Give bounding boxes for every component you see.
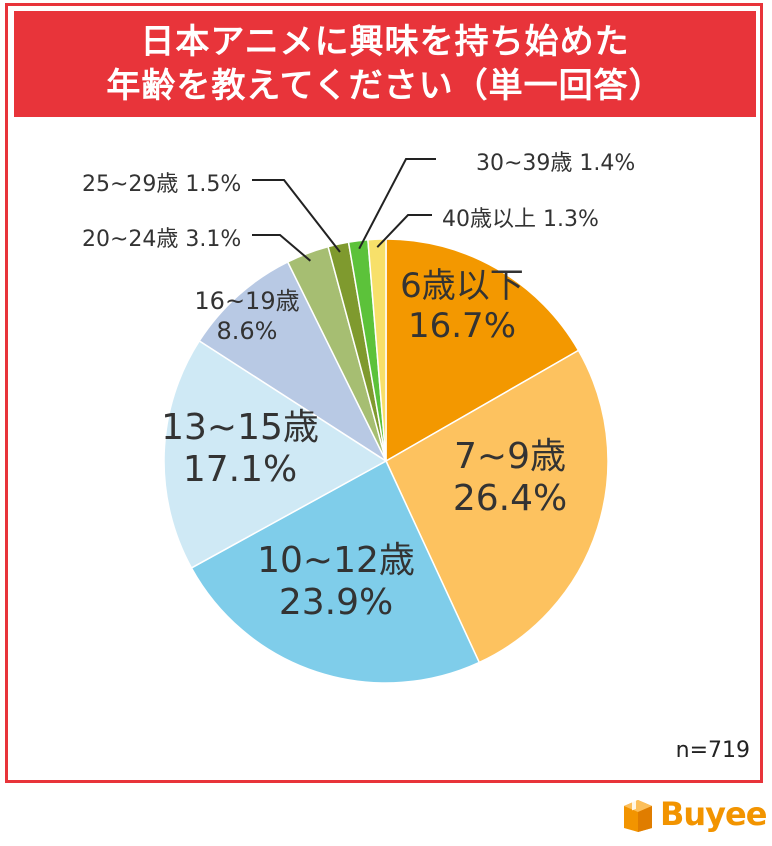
chart-title: 日本アニメに興味を持ち始めた 年齢を教えてください（単一回答）	[14, 11, 756, 117]
pie-slice	[198, 260, 388, 464]
brand-name: Buyee	[660, 795, 767, 833]
pie-slice	[385, 238, 580, 463]
brand-logo: Buyee	[622, 794, 767, 834]
slice-label: 20~24歳 3.1%	[82, 227, 241, 252]
sample-size-label: n=719	[675, 738, 750, 763]
slice-label: 30~39歳 1.4%	[476, 151, 635, 176]
buyee-box-icon	[624, 796, 652, 832]
slice-label: 25~29歳 1.5%	[82, 172, 241, 197]
slice-label: 7~9歳	[454, 436, 566, 477]
chart-title-line-1: 日本アニメに興味を持ち始めた	[140, 22, 630, 62]
pie-slice	[385, 349, 609, 664]
pie-slice	[190, 459, 481, 684]
slice-value-label: 23.9%	[279, 582, 393, 623]
slice-label: 6歳以下	[400, 266, 524, 306]
slice-label: 16~19歳	[194, 287, 299, 315]
leader-line	[252, 234, 312, 262]
chart-frame	[5, 3, 763, 783]
slice-value-label: 26.4%	[453, 478, 567, 519]
leader-line	[358, 158, 436, 250]
slice-label: 40歳以上 1.3%	[442, 207, 599, 232]
slice-label: 13~15歳	[161, 407, 319, 448]
pie-slice	[163, 339, 388, 569]
slice-value-label: 17.1%	[183, 449, 297, 490]
leader-line	[252, 179, 341, 253]
leader-line	[376, 214, 432, 248]
slice-value-label: 16.7%	[408, 306, 516, 346]
chart-title-line-2: 年齢を教えてください（単一回答）	[106, 66, 664, 106]
slice-label: 10~12歳	[257, 540, 415, 581]
slice-value-label: 8.6%	[217, 317, 278, 345]
